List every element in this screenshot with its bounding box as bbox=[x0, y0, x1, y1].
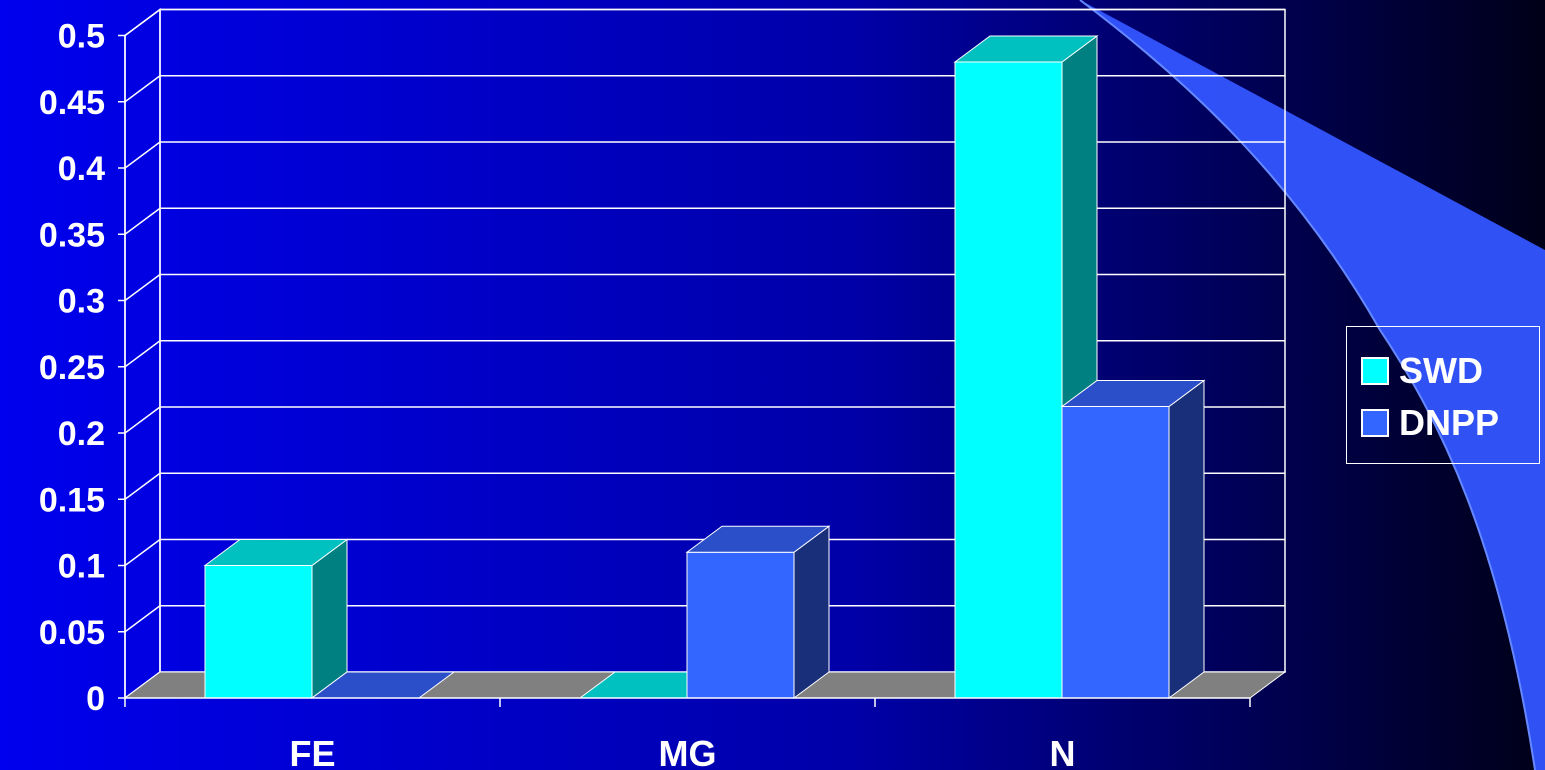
decorative-swoosh bbox=[1080, 0, 1545, 770]
x-category-label-mg: MG bbox=[659, 733, 717, 770]
bar-dnpp-mg-top bbox=[685, 525, 831, 553]
y-tick-label: 0 bbox=[86, 680, 105, 718]
legend-label-dnpp: DNPP bbox=[1399, 402, 1500, 443]
y-tick-label: 0.5 bbox=[58, 18, 105, 56]
y-tick-label: 0.45 bbox=[39, 84, 105, 122]
legend-label-swd: SWD bbox=[1399, 350, 1483, 391]
chart-legend: SWD DNPP bbox=[1346, 326, 1540, 464]
bar-swd-fe-top bbox=[203, 539, 349, 566]
x-category-label-n: N bbox=[1050, 733, 1076, 770]
bar-swd-fe-side bbox=[311, 538, 348, 699]
y-tick-label: 0.2 bbox=[58, 415, 105, 453]
gridline-diagonal bbox=[124, 605, 161, 633]
y-tick-label: 0.1 bbox=[58, 548, 105, 586]
y-tick-label: 0.25 bbox=[39, 349, 105, 387]
legend-item-dnpp: DNPP bbox=[1361, 402, 1500, 443]
bar-dnpp-n-front bbox=[1061, 406, 1170, 699]
x-category-label-fe: FE bbox=[289, 733, 335, 770]
gridline-diagonal bbox=[124, 8, 161, 37]
bar-dnpp-mg bbox=[685, 525, 831, 699]
gridline-diagonal bbox=[124, 538, 161, 567]
y-tick-label: 0.05 bbox=[39, 614, 105, 652]
bar-swd-n-top bbox=[953, 35, 1099, 63]
bar-dnpp-mg-side bbox=[793, 525, 830, 699]
gridline-diagonal bbox=[124, 406, 161, 434]
gridline-diagonal bbox=[124, 141, 161, 169]
gridline-diagonal bbox=[124, 273, 161, 302]
bar-dnpp-n-top bbox=[1060, 380, 1206, 407]
legend-swatch-dnpp bbox=[1361, 409, 1389, 437]
gridline-diagonal bbox=[124, 340, 161, 368]
bar-swd-n-front bbox=[954, 61, 1063, 699]
legend-swatch-swd bbox=[1361, 357, 1389, 385]
bar-dnpp-n-side bbox=[1168, 379, 1205, 699]
gridline-diagonal bbox=[124, 75, 161, 103]
x-category-labels: FE MG N bbox=[289, 733, 1075, 770]
chart-bars bbox=[203, 35, 1206, 699]
y-tick-label: 0.15 bbox=[39, 481, 105, 519]
gridline-diagonal bbox=[124, 207, 161, 235]
y-tick-labels: 0 0.05 0.1 0.15 0.2 0.25 0.3 0.35 0.4 0.45 0.5 bbox=[39, 18, 105, 719]
y-tick-label: 0.3 bbox=[58, 283, 105, 321]
bar-dnpp-n bbox=[1060, 379, 1206, 699]
y-tick-label: 0.35 bbox=[39, 216, 105, 254]
bar-dnpp-mg-front bbox=[686, 551, 795, 699]
legend-item-swd: SWD bbox=[1361, 350, 1483, 391]
y-tick-label: 0.4 bbox=[58, 150, 105, 188]
chart-axes bbox=[118, 34, 1251, 707]
bar-swd-fe bbox=[203, 538, 349, 699]
gridline-diagonal bbox=[124, 472, 161, 500]
bar-swd-fe-front bbox=[204, 565, 313, 699]
